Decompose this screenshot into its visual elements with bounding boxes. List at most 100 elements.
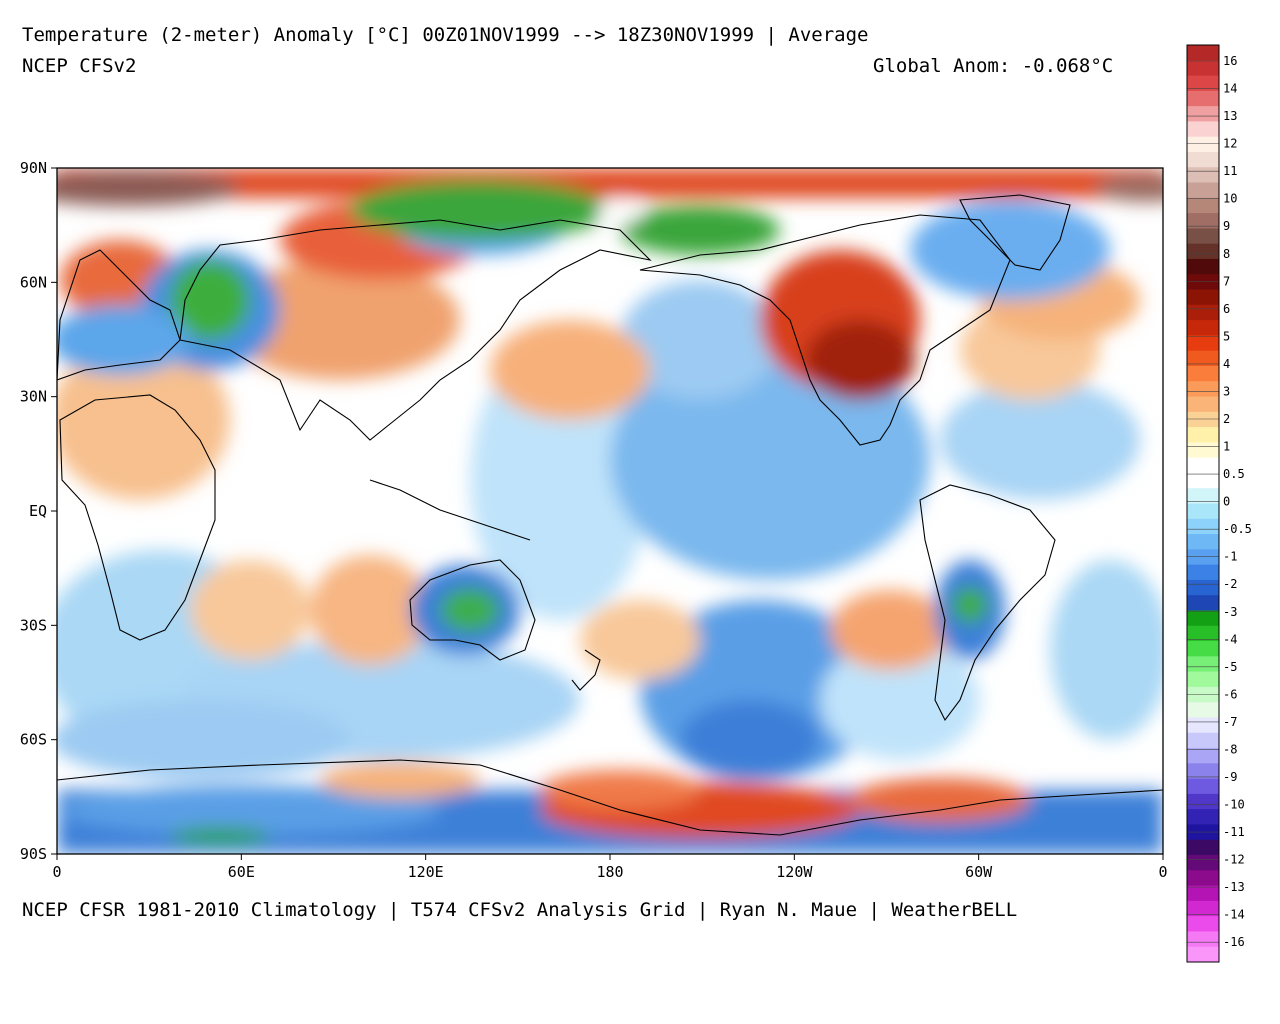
colorbar-frame [1186, 44, 1220, 963]
colorbar-swatch [1187, 839, 1219, 856]
colorbar-swatch [1187, 702, 1219, 718]
colorbar-label: -9 [1223, 770, 1237, 784]
colorbar-swatch [1187, 732, 1219, 749]
colorbar-label: -14 [1223, 908, 1245, 922]
lat-tick-label: 60S [20, 731, 47, 749]
colorbar-swatch [1187, 778, 1219, 795]
colorbar-swatch [1187, 595, 1219, 611]
longitude-axis: 0 60E 120E 180 120W 60W 0 [52, 854, 1168, 881]
colorbar-swatch [1187, 365, 1219, 382]
colorbar-swatch [1187, 748, 1219, 764]
colorbar-label: 2 [1223, 412, 1230, 426]
colorbar-swatch [1187, 75, 1219, 92]
colorbar-label: 0 [1223, 495, 1230, 509]
colorbar-label: -11 [1223, 825, 1245, 839]
colorbar-label: 8 [1223, 247, 1230, 261]
colorbar-swatch [1187, 381, 1219, 398]
colorbar-swatch [1187, 258, 1219, 275]
colorbar-swatch [1187, 916, 1219, 932]
colorbar-swatch [1187, 625, 1219, 642]
colorbar-label: 11 [1223, 164, 1237, 178]
colorbar-label: -8 [1223, 742, 1237, 756]
colorbar-label: -1 [1223, 550, 1237, 564]
colorbar-label: 16 [1223, 54, 1237, 68]
colorbar-swatch [1187, 60, 1219, 77]
colorbar-swatch [1187, 304, 1219, 321]
colorbar-swatch [1187, 793, 1219, 810]
colorbar-swatch [1187, 335, 1219, 352]
colorbar-label: 4 [1223, 357, 1230, 371]
lon-tick-label: 0 [52, 863, 61, 881]
colorbar-swatch [1187, 396, 1219, 413]
colorbar-label: -4 [1223, 632, 1237, 646]
colorbar-label: -13 [1223, 880, 1245, 894]
coastlines [57, 194, 1163, 836]
colorbar-swatch [1187, 870, 1219, 887]
colorbar-swatch [1187, 610, 1219, 627]
colorbar-label: 9 [1223, 219, 1230, 233]
colorbar-label: 14 [1223, 82, 1237, 96]
colorbar-swatch [1187, 45, 1219, 61]
colorbar-label: -0.5 [1223, 522, 1252, 536]
lon-tick-label: 60E [228, 863, 255, 881]
colorbar-label: -7 [1223, 715, 1237, 729]
colorbar-swatch [1187, 717, 1219, 734]
colorbar-swatch [1187, 641, 1219, 657]
colorbar-label: -12 [1223, 853, 1245, 867]
colorbar-swatch [1187, 931, 1219, 948]
colorbar-swatch [1187, 289, 1219, 306]
credits-footer: NCEP CFSR 1981-2010 Climatology | T574 C… [22, 899, 1018, 921]
lon-tick-label: 60W [965, 863, 993, 881]
colorbar-swatch [1187, 90, 1219, 107]
lat-tick-label: 90N [20, 159, 47, 177]
colorbar-swatch [1187, 106, 1219, 122]
colorbar-swatch [1187, 671, 1219, 688]
colorbar-swatch [1187, 411, 1219, 428]
lat-tick-label: 60N [20, 273, 47, 291]
colorbar-swatch [1187, 579, 1219, 596]
colorbar-swatch [1187, 427, 1219, 443]
colorbar-swatch [1187, 488, 1219, 504]
colorbar-label: -2 [1223, 577, 1237, 591]
colorbar-swatch [1187, 213, 1219, 229]
colorbar-swatch [1187, 197, 1219, 214]
colorbar-label: 1 [1223, 440, 1230, 454]
colorbar-swatch [1187, 534, 1219, 550]
colorbar-label: 7 [1223, 274, 1230, 288]
lat-tick-label: 30N [20, 388, 47, 406]
colorbar-label: 5 [1223, 329, 1230, 343]
lon-tick-label: 120E [408, 863, 444, 881]
colorbar-swatch [1187, 167, 1219, 184]
colorbar-swatch [1187, 350, 1219, 367]
colorbar-swatch [1187, 320, 1219, 336]
colorbar-label: -5 [1223, 660, 1237, 674]
colorbar-swatch [1187, 121, 1219, 138]
colorbar-label: 0.5 [1223, 467, 1245, 481]
global-anomaly-value: Global Anom: -0.068°C [873, 55, 1114, 77]
colorbar-swatch [1187, 274, 1219, 291]
lat-tick-label: 30S [20, 616, 47, 634]
colorbar-swatch [1187, 763, 1219, 780]
colorbar-swatch [1187, 518, 1219, 535]
colorbar-swatch [1187, 151, 1219, 168]
colorbar-swatch [1187, 457, 1219, 474]
colorbar-label: 13 [1223, 109, 1237, 123]
colorbar-legend: 16 14 13 12 11 10 9 8 7 6 5 4 3 2 1 0.5 0 -0.5 -1 -2 -3 -4 -5 -… [1186, 44, 1252, 963]
colorbar-label: -16 [1223, 935, 1245, 949]
colorbar-swatch [1187, 503, 1219, 520]
colorbar-swatch [1187, 549, 1219, 566]
lat-tick-label: EQ [29, 502, 47, 520]
colorbar-label: -6 [1223, 687, 1237, 701]
colorbar-swatch [1187, 900, 1219, 917]
latitude-axis: 90N 60N 30N EQ 30S 60S 90S [20, 159, 57, 863]
colorbar-swatch [1187, 656, 1219, 673]
colorbar-label: 10 [1223, 192, 1237, 206]
colorbar-swatch [1187, 686, 1219, 703]
lon-tick-label: 180 [596, 863, 623, 881]
colorbar-swatch [1187, 472, 1219, 489]
colorbar-swatch [1187, 564, 1219, 581]
map-title: Temperature (2-meter) Anomaly [°C] 00Z01… [22, 24, 869, 46]
colorbar-swatch [1187, 182, 1219, 199]
model-source: NCEP CFSv2 [22, 55, 137, 77]
colorbar-swatch [1187, 442, 1219, 459]
